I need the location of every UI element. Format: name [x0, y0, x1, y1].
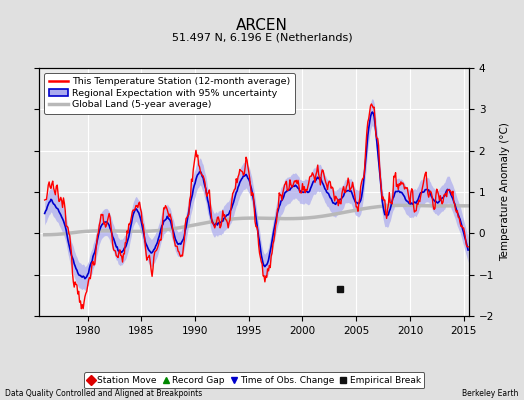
Text: 51.497 N, 6.196 E (Netherlands): 51.497 N, 6.196 E (Netherlands)	[172, 33, 352, 43]
Legend: Station Move, Record Gap, Time of Obs. Change, Empirical Break: Station Move, Record Gap, Time of Obs. C…	[84, 372, 424, 388]
Text: Data Quality Controlled and Aligned at Breakpoints: Data Quality Controlled and Aligned at B…	[5, 389, 202, 398]
Text: Berkeley Earth: Berkeley Earth	[462, 389, 519, 398]
Text: ARCEN: ARCEN	[236, 18, 288, 33]
Y-axis label: Temperature Anomaly (°C): Temperature Anomaly (°C)	[499, 122, 510, 262]
